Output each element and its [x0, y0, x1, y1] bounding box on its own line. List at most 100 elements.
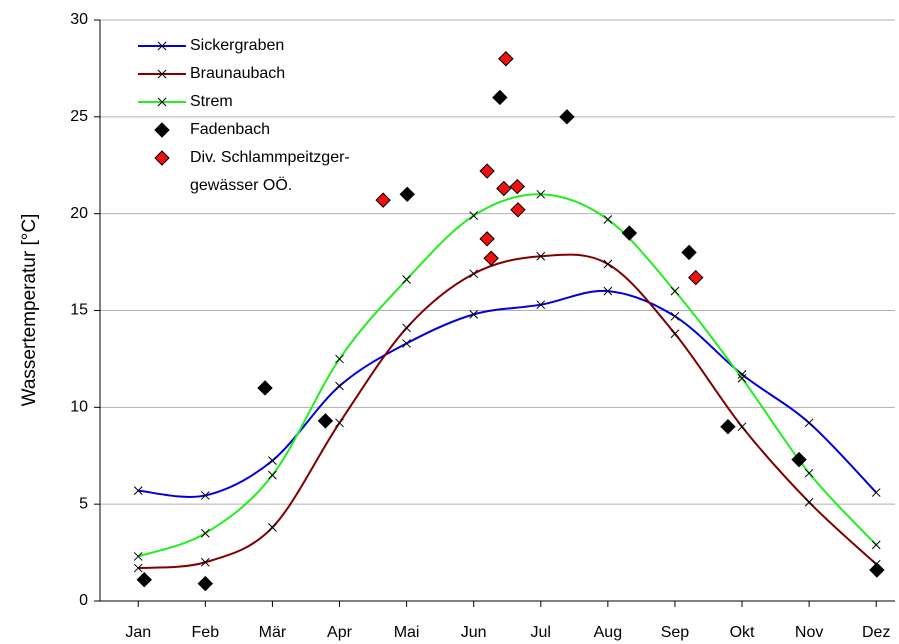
marker	[469, 269, 479, 279]
point	[257, 380, 273, 396]
marker	[335, 381, 344, 391]
legend-label: Div. Schlammpeitzger-gewässer OÖ.	[190, 149, 350, 194]
marker	[469, 211, 479, 220]
legend-label: Sickergraben	[190, 37, 285, 54]
legend-item: Braunaubach	[132, 64, 375, 92]
marker	[737, 373, 747, 383]
legend-label: Strem	[190, 93, 233, 110]
point	[498, 51, 514, 67]
point	[688, 269, 704, 286]
x-tick-label: Jan	[125, 624, 151, 641]
y-tick-label: 20	[70, 205, 88, 222]
y-tick-label: 15	[70, 302, 88, 319]
x-tick-label: Mär	[259, 624, 287, 641]
marker	[536, 189, 546, 199]
marker	[670, 311, 680, 321]
point	[720, 418, 736, 435]
y-tick-label: 25	[70, 108, 88, 125]
point	[681, 244, 697, 261]
y-axis-label: Wassertemperatur [°C]	[19, 214, 40, 407]
marker	[200, 557, 210, 567]
point	[496, 180, 512, 197]
marker	[804, 497, 814, 507]
legend-item: Sickergraben	[132, 36, 375, 64]
legend-label: Fadenbach	[190, 121, 271, 138]
marker	[737, 370, 747, 379]
y-tick-label: 0	[79, 592, 88, 609]
x-tick-label: Apr	[327, 624, 353, 641]
x-tick-label: Sep	[661, 624, 690, 641]
marker	[536, 251, 546, 261]
x-tick-label: Jun	[461, 624, 487, 641]
legend-symbol	[138, 97, 186, 107]
legend-symbol	[138, 69, 186, 79]
marker	[157, 97, 167, 107]
point	[479, 163, 495, 179]
legend-item: Strem	[132, 92, 375, 120]
x-tick-label: Feb	[192, 624, 220, 641]
point	[154, 122, 170, 138]
marker	[402, 275, 411, 284]
marker	[603, 215, 613, 224]
x-tick-label: Jul	[531, 624, 551, 641]
marker	[670, 286, 680, 296]
point	[483, 250, 499, 266]
point	[492, 89, 508, 106]
point	[509, 178, 525, 195]
marker	[157, 69, 167, 79]
marker	[200, 491, 210, 500]
marker	[402, 323, 411, 333]
x-tick-label: Okt	[730, 624, 755, 641]
marker	[133, 563, 143, 573]
point	[869, 562, 885, 578]
marker	[469, 310, 479, 319]
point	[791, 451, 807, 468]
legend-item: Fadenbach	[132, 120, 375, 148]
marker	[335, 418, 344, 428]
marker	[536, 300, 546, 310]
point	[136, 571, 152, 588]
point	[621, 225, 638, 241]
marker	[335, 354, 344, 364]
y-tick-label: 5	[79, 495, 88, 512]
marker	[603, 259, 613, 269]
point	[559, 109, 575, 125]
legend-symbol	[154, 150, 170, 166]
x-tick-label: Nov	[795, 624, 823, 641]
marker	[871, 488, 881, 497]
marker	[268, 523, 277, 532]
marker	[133, 486, 143, 495]
x-tick-label: Aug	[594, 624, 622, 641]
series-line	[137, 193, 877, 558]
x-tick-label: Mai	[394, 624, 420, 641]
legend-symbol	[138, 41, 186, 51]
point	[399, 186, 415, 203]
marker	[871, 540, 881, 550]
point	[317, 413, 334, 429]
point	[375, 192, 391, 208]
marker	[804, 468, 814, 478]
legend-item: Div. Schlammpeitzger-gewässer OÖ.	[132, 148, 375, 194]
legend-symbol	[154, 122, 170, 138]
legend: Sickergraben Braunaubach Strem Fadenbach Div…	[132, 36, 375, 194]
marker	[200, 528, 210, 538]
marker	[804, 418, 814, 428]
y-tick-label: 30	[70, 11, 88, 28]
point	[154, 150, 170, 166]
marker	[603, 286, 613, 296]
marker	[670, 329, 680, 339]
marker	[268, 456, 277, 465]
x-tick-label: Dez	[862, 624, 890, 641]
point	[510, 202, 526, 218]
y-tick-label: 10	[70, 399, 88, 416]
point	[197, 575, 214, 592]
marker	[268, 470, 277, 480]
series-line	[138, 289, 877, 498]
point	[479, 231, 495, 247]
marker	[737, 422, 747, 432]
legend-label: Braunaubach	[190, 65, 286, 82]
marker	[133, 552, 143, 561]
marker	[402, 339, 411, 348]
